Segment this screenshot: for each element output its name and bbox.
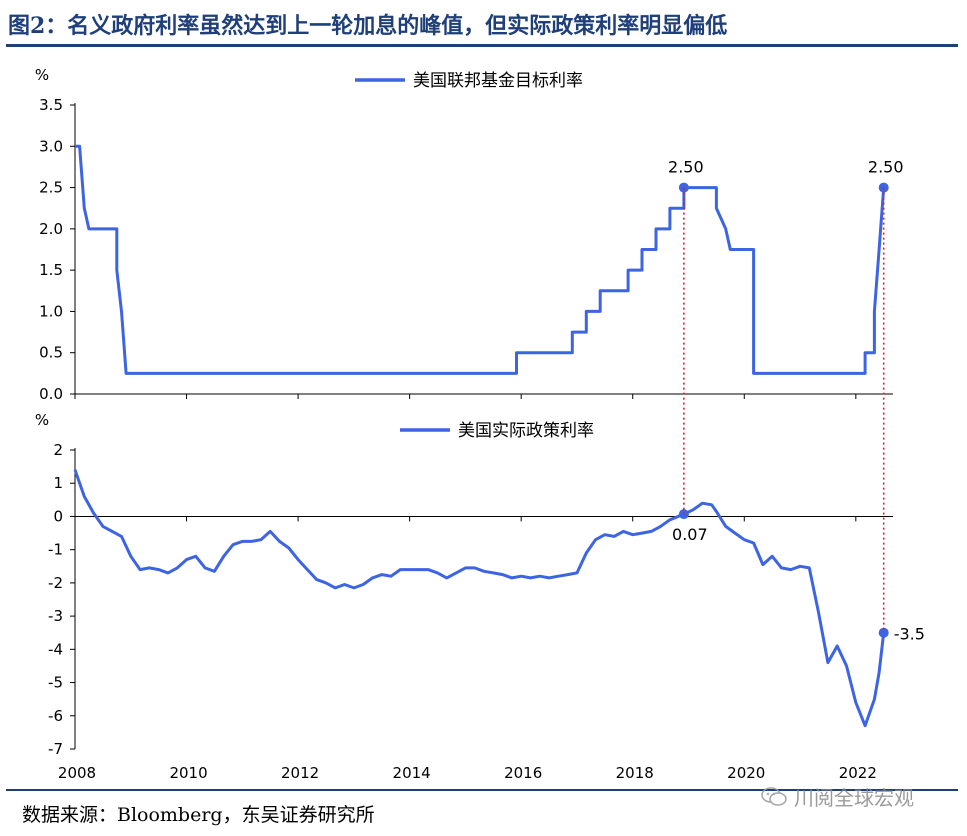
bottom-y-tick-label: -3 — [48, 607, 63, 625]
watermark-text: 川阅全球宏观 — [794, 786, 914, 810]
bottom-y-unit-label: % — [35, 411, 49, 429]
bottom-y-tick-label: -6 — [48, 707, 63, 725]
bottom-y-tick-label: 1 — [53, 474, 63, 492]
source-rule — [6, 789, 958, 791]
bottom-y-tick-label: -2 — [48, 574, 63, 592]
bottom-y-tick-label: -7 — [48, 740, 63, 758]
top-annotation-label: 2.50 — [668, 158, 704, 177]
connector-lines — [683, 187, 885, 633]
bottom-annotation-label: -3.5 — [894, 625, 925, 644]
x-tick-label: 2016 — [504, 764, 542, 782]
bottom-y-tick-label: 0 — [53, 507, 63, 525]
x-tick-label: 2008 — [58, 764, 96, 782]
bottom-legend-label: 美国实际政策利率 — [458, 421, 594, 441]
top-y-tick-label: 2.0 — [39, 220, 63, 238]
top-series-line — [75, 144, 886, 375]
top-y-tick-label: 2.5 — [39, 179, 63, 197]
top-legend-label: 美国联邦基金目标利率 — [413, 71, 583, 91]
bottom-y-tick-label: -1 — [48, 541, 63, 559]
x-tick-label: 2014 — [393, 764, 431, 782]
top-y-tick-label: 1.5 — [39, 261, 63, 279]
x-tick-label: 2020 — [727, 764, 765, 782]
wechat-icon — [761, 786, 787, 806]
top-y-tick-label: 1.0 — [39, 302, 63, 320]
top-y-tick-label: 3.0 — [39, 137, 63, 155]
source-note: 数据来源：Bloomberg，东吴证券研究所 — [22, 804, 375, 826]
title-rule — [6, 44, 958, 47]
top-y-tick-label: 0.5 — [39, 344, 63, 362]
x-tick-label: 2010 — [169, 764, 207, 782]
bottom-y-tick-label: -4 — [48, 640, 63, 658]
top-y-unit-label: % — [35, 66, 49, 84]
bottom-series-line — [73, 469, 886, 728]
bottom-panel: -7 -6 -5 -4 -3 -2 -1 0 1 2% 2008 2010 2012 2014 2016 20… — [35, 411, 925, 782]
top-panel: 0.0 0.5 1.0 1.5 2.0 2.5 3.0 3.5% 美国联邦基金目标利率 2.50 2… — [35, 66, 904, 403]
top-annotation-label: 2.50 — [868, 158, 904, 177]
x-tick-label: 2012 — [281, 764, 319, 782]
bottom-annotation-label: 0.07 — [672, 525, 708, 544]
x-tick-label: 2018 — [616, 764, 654, 782]
bottom-y-tick-label: 2 — [53, 441, 63, 459]
x-tick-label: 2022 — [839, 764, 877, 782]
top-y-tick-label: 3.5 — [39, 96, 63, 114]
top-y-tick-label: 0.0 — [39, 385, 63, 403]
watermark: 川阅全球宏观 — [760, 782, 914, 811]
bottom-y-tick-label: -5 — [48, 674, 63, 692]
figure-title: 图2：名义政府利率虽然达到上一轮加息的峰值，但实际政策利率明显偏低 — [8, 13, 728, 39]
